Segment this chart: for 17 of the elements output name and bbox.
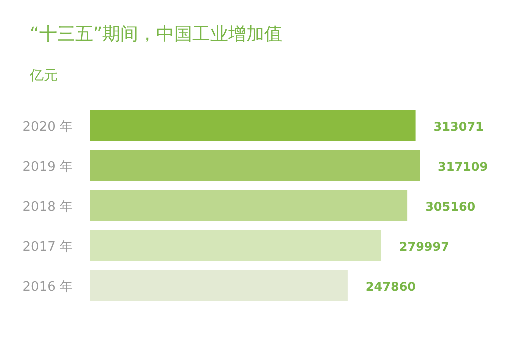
y-tick-label: 2019 年 — [22, 160, 73, 175]
bar — [90, 190, 408, 222]
bar — [90, 230, 382, 262]
data-label: 305160 — [426, 200, 476, 214]
y-tick-label: 2016 年 — [22, 280, 73, 295]
y-tick-label: 2017 年 — [22, 240, 73, 255]
y-axis-title: 亿元 — [29, 68, 58, 84]
y-tick-label: 2018 年 — [22, 200, 73, 215]
data-label: 247860 — [366, 280, 416, 294]
bar — [90, 150, 420, 182]
data-label: 279997 — [399, 240, 450, 254]
bar — [90, 270, 348, 302]
bar — [90, 110, 416, 142]
y-tick-label: 2020 年 — [22, 120, 73, 135]
chart-title: “十三五”期间，中国工业增加值 — [30, 24, 283, 45]
data-label: 313071 — [434, 120, 484, 134]
data-label: 317109 — [438, 160, 488, 174]
